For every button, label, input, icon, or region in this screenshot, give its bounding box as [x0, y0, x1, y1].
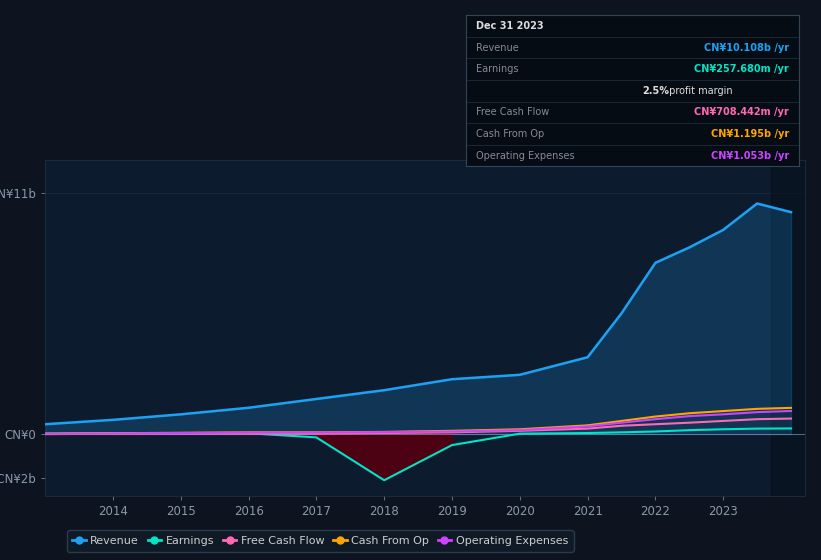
Text: CN¥10.108b /yr: CN¥10.108b /yr [704, 43, 789, 53]
Text: profit margin: profit margin [666, 86, 732, 96]
Text: CN¥257.680m /yr: CN¥257.680m /yr [694, 64, 789, 74]
Text: Revenue: Revenue [476, 43, 519, 53]
Text: Earnings: Earnings [476, 64, 519, 74]
Text: Cash From Op: Cash From Op [476, 129, 544, 139]
Text: CN¥1.053b /yr: CN¥1.053b /yr [711, 151, 789, 161]
Text: CN¥1.195b /yr: CN¥1.195b /yr [711, 129, 789, 139]
Text: Dec 31 2023: Dec 31 2023 [476, 21, 544, 31]
Text: 2.5%: 2.5% [643, 86, 670, 96]
Text: CN¥708.442m /yr: CN¥708.442m /yr [694, 108, 789, 118]
Bar [771, 160, 805, 496]
Text: Operating Expenses: Operating Expenses [476, 151, 575, 161]
Text: Free Cash Flow: Free Cash Flow [476, 108, 549, 118]
Legend: Revenue, Earnings, Free Cash Flow, Cash From Op, Operating Expenses: Revenue, Earnings, Free Cash Flow, Cash … [67, 530, 574, 552]
